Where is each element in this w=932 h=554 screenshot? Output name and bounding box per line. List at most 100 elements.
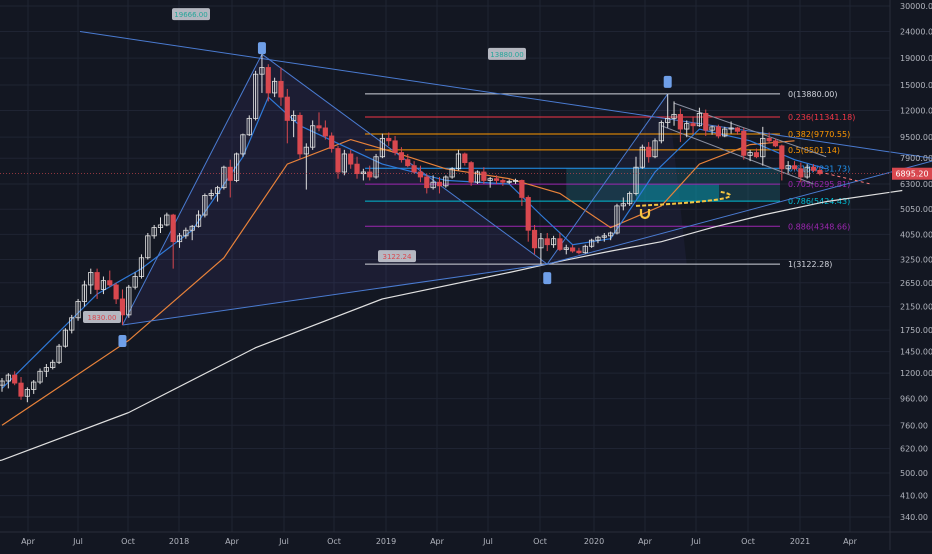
candle-body[interactable]	[5, 374, 11, 382]
candle-body[interactable]	[791, 165, 798, 170]
candle-body[interactable]	[696, 113, 703, 127]
candle-body[interactable]	[804, 166, 810, 178]
candle-body[interactable]	[455, 153, 462, 170]
candle-body[interactable]	[557, 238, 563, 250]
candle-body[interactable]	[538, 238, 544, 249]
candle-body[interactable]	[728, 127, 734, 130]
candle-body[interactable]	[195, 214, 202, 227]
candle-body[interactable]	[56, 345, 62, 363]
candle-body[interactable]	[88, 272, 94, 286]
candle-body[interactable]	[436, 181, 443, 187]
candle-body[interactable]	[100, 280, 107, 290]
candle-body[interactable]	[329, 135, 335, 149]
candle-body[interactable]	[50, 361, 56, 368]
candle-body[interactable]	[259, 67, 265, 75]
candle-body[interactable]	[443, 176, 449, 187]
candle-body[interactable]	[202, 195, 208, 216]
candle-body[interactable]	[145, 235, 151, 259]
candle-body[interactable]	[506, 180, 512, 183]
candle-body[interactable]	[810, 166, 817, 171]
candle-body[interactable]	[627, 193, 633, 205]
candle-body[interactable]	[500, 180, 506, 183]
candle-body[interactable]	[240, 134, 246, 155]
candle-body[interactable]	[297, 114, 303, 155]
candle-body[interactable]	[639, 146, 645, 168]
candle-body[interactable]	[43, 367, 49, 372]
candle-body[interactable]	[214, 187, 221, 194]
candle-body[interactable]	[310, 125, 316, 148]
candle-body[interactable]	[221, 166, 227, 189]
candle-body[interactable]	[493, 178, 500, 181]
candle-body[interactable]	[265, 67, 271, 94]
candle-body[interactable]	[341, 153, 347, 173]
candle-body[interactable]	[608, 232, 614, 237]
candle-body[interactable]	[81, 284, 88, 302]
candle-body[interactable]	[785, 165, 791, 170]
candle-body[interactable]	[512, 180, 519, 182]
candle-body[interactable]	[37, 370, 43, 383]
candle-body[interactable]	[734, 127, 741, 132]
candle-body[interactable]	[392, 140, 398, 153]
candle-body[interactable]	[665, 117, 671, 123]
candle-body[interactable]	[189, 225, 195, 231]
candle-body[interactable]	[284, 96, 290, 121]
candle-body[interactable]	[747, 152, 753, 156]
candle-body[interactable]	[75, 301, 81, 319]
candle-body[interactable]	[690, 123, 696, 127]
candle-body[interactable]	[24, 389, 30, 397]
candle-body[interactable]	[633, 166, 639, 194]
candle-body[interactable]	[354, 163, 360, 175]
candle-body[interactable]	[126, 286, 132, 316]
candle-body[interactable]	[525, 197, 531, 231]
candle-body[interactable]	[316, 125, 322, 129]
candle-body[interactable]	[582, 245, 588, 254]
candle-body[interactable]	[69, 317, 75, 331]
candle-body[interactable]	[430, 181, 436, 189]
candle-body[interactable]	[31, 381, 37, 390]
candle-body[interactable]	[468, 162, 474, 183]
candle-body[interactable]	[709, 126, 715, 131]
candle-body[interactable]	[570, 247, 576, 252]
candle-body[interactable]	[132, 276, 138, 288]
candle-body[interactable]	[715, 126, 722, 137]
candle-body[interactable]	[614, 205, 620, 234]
candle-body[interactable]	[411, 165, 417, 173]
candle-body[interactable]	[62, 329, 69, 347]
candle-body[interactable]	[620, 203, 626, 207]
candle-body[interactable]	[658, 122, 664, 142]
candle-body[interactable]	[335, 148, 341, 173]
candle-body[interactable]	[753, 152, 760, 158]
candle-body[interactable]	[677, 113, 683, 130]
candle-body[interactable]	[170, 214, 176, 243]
candle-body[interactable]	[646, 146, 652, 158]
candle-body[interactable]	[595, 236, 601, 241]
candle-body[interactable]	[481, 171, 487, 181]
candle-body[interactable]	[208, 193, 214, 196]
candle-body[interactable]	[151, 227, 157, 237]
candle-body[interactable]	[487, 178, 493, 181]
candle-layer[interactable]	[0, 54, 823, 403]
candle-body[interactable]	[550, 238, 557, 246]
candle-body[interactable]	[94, 272, 100, 290]
candle-body[interactable]	[0, 380, 5, 386]
candle-body[interactable]	[176, 235, 183, 243]
candle-body[interactable]	[684, 123, 690, 130]
candle-body[interactable]	[367, 171, 373, 178]
candle-body[interactable]	[722, 128, 728, 137]
candle-body[interactable]	[386, 137, 392, 142]
candle-body[interactable]	[798, 168, 804, 178]
candle-body[interactable]	[278, 80, 284, 98]
candle-body[interactable]	[12, 374, 18, 384]
candle-body[interactable]	[113, 284, 119, 300]
candle-body[interactable]	[157, 224, 164, 228]
candle-body[interactable]	[405, 159, 411, 167]
candle-body[interactable]	[252, 73, 259, 119]
candle-body[interactable]	[760, 137, 766, 158]
candle-body[interactable]	[233, 153, 240, 181]
candle-body[interactable]	[424, 176, 430, 189]
candle-body[interactable]	[576, 250, 582, 254]
candle-body[interactable]	[671, 113, 677, 119]
candle-body[interactable]	[703, 113, 709, 131]
candle-body[interactable]	[291, 114, 297, 121]
